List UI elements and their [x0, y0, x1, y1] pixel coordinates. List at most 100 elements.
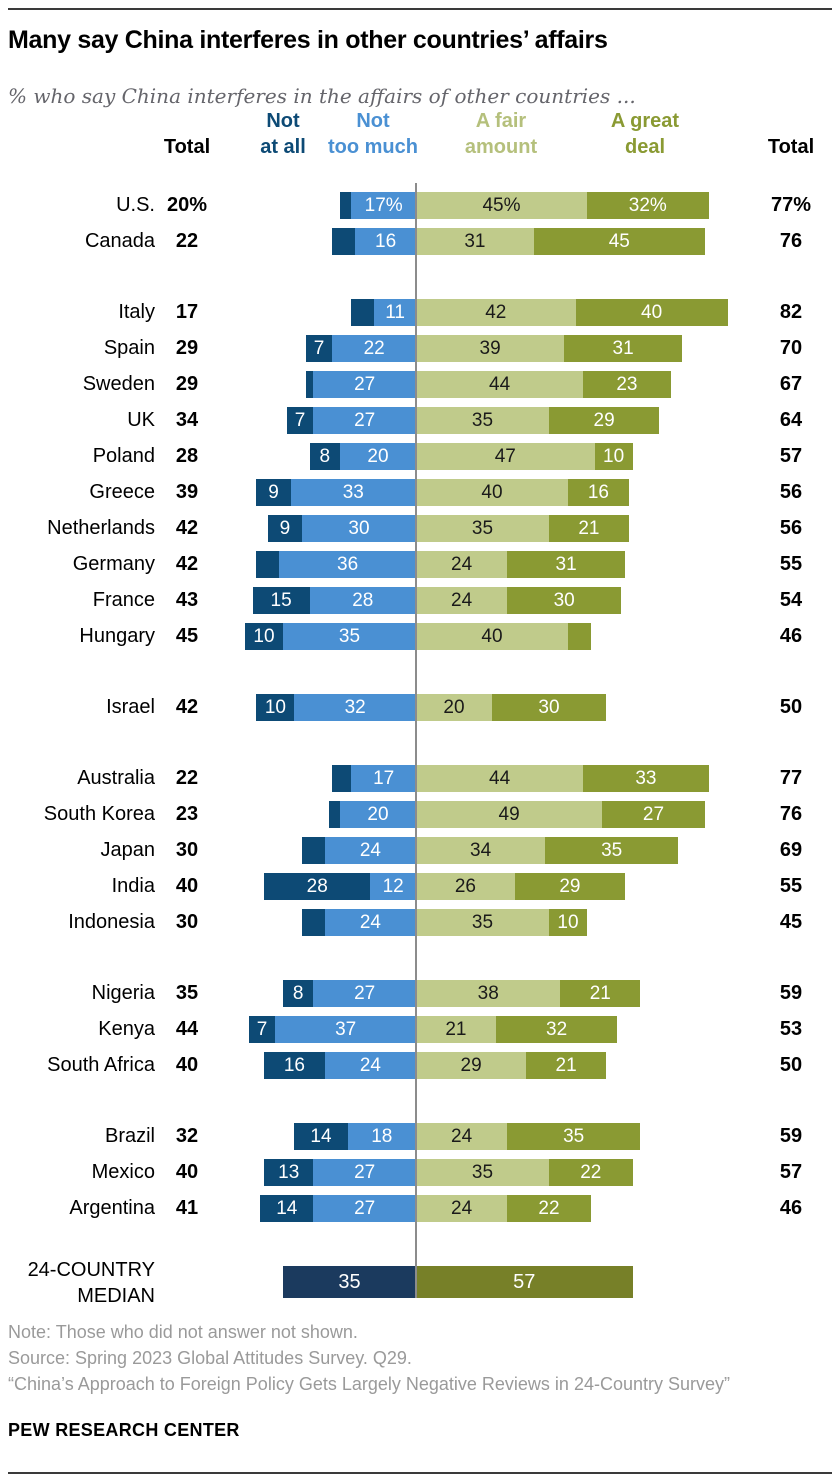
segment-not-too-much: 18 — [347, 1123, 416, 1150]
segment-a-great-deal: 31 — [507, 551, 625, 578]
right-total-hungary: 46 — [779, 625, 803, 647]
right-total-india: 55 — [779, 875, 803, 897]
brand-pew-research-center: PEW RESEARCH CENTER — [8, 1420, 240, 1440]
left-bar-south-korea: 20 — [328, 801, 416, 828]
left-total-hungary: 45 — [175, 625, 199, 647]
chart-title: Many say China interferes in other count… — [8, 26, 608, 54]
country-label-netherlands: Netherlands — [47, 517, 155, 539]
right-total-japan: 69 — [779, 839, 803, 861]
segment-a-great-deal: 10 — [594, 443, 633, 470]
segment-not-at-all — [305, 371, 314, 398]
column-header-a-great-deal: A great deal — [610, 110, 680, 158]
left-bar-netherlands: 9 30 — [267, 515, 416, 542]
segment-a-fair-amount: 26 — [416, 873, 515, 900]
segment-a-great-deal: 21 — [526, 1052, 606, 1079]
left-bar-brazil: 14 18 — [294, 1123, 416, 1150]
segment-a-great-deal: 10 — [549, 909, 587, 936]
segment-a-great-deal: 21 — [549, 515, 629, 542]
left-total-kenya: 44 — [175, 1018, 199, 1040]
segment-a-fair-amount: 24 — [416, 1195, 508, 1222]
left-total-nigeria: 35 — [175, 982, 199, 1004]
left-bar-france: 15 28 — [252, 587, 416, 614]
country-label-spain: Spain — [103, 337, 155, 359]
segment-a-fair-amount: 40 — [416, 623, 568, 650]
country-label-indonesia: Indonesia — [68, 911, 155, 933]
right-total-canada: 76 — [779, 230, 803, 252]
segment-a-great-deal: 35 — [507, 1123, 641, 1150]
country-label-japan: Japan — [100, 839, 156, 861]
country-label-france: France — [92, 589, 155, 611]
left-bar-israel: 10 32 — [256, 694, 416, 721]
right-bar-argentina: 24 22 — [416, 1195, 591, 1222]
right-bar-nigeria: 38 21 — [416, 980, 641, 1007]
segment-a-great-deal: 32% — [587, 192, 709, 219]
segment-a-fair-amount: 47 — [416, 443, 595, 470]
country-label-india: India — [111, 875, 155, 897]
left-total-mexico: 40 — [175, 1161, 199, 1183]
segment-a-great-deal: 16 — [568, 479, 629, 506]
left-total-argentina: 41 — [175, 1197, 199, 1219]
segment-not-too-much: 17 — [351, 765, 416, 792]
country-label-canada: Canada — [84, 230, 155, 252]
segment-not-at-all: 7 — [305, 335, 333, 362]
left-bar-hungary: 10 35 — [245, 623, 416, 650]
right-total-sweden: 67 — [779, 373, 803, 395]
right-bar-france: 24 30 — [416, 587, 622, 614]
left-total-italy: 17 — [175, 301, 199, 323]
segment-not-at-all: 14 — [294, 1123, 348, 1150]
column-header-total-left: Total — [163, 136, 211, 158]
segment-a-great-deal: 29 — [514, 873, 625, 900]
right-bar-u-s-: 45% 32% — [416, 192, 709, 219]
left-bar-spain: 7 22 — [305, 335, 416, 362]
left-total-u-s-: 20% — [166, 194, 208, 216]
left-bar-japan: 24 — [302, 837, 416, 864]
segment-a-great-deal: 31 — [564, 335, 682, 362]
country-label-israel: Israel — [106, 696, 155, 718]
segment-not-at-all: 10 — [245, 623, 283, 650]
segment-a-great-deal: 30 — [492, 694, 606, 721]
right-bar-italy: 42 40 — [416, 299, 728, 326]
segment-a-great-deal: 22 — [507, 1195, 591, 1222]
segment-a-great-deal: 30 — [507, 587, 622, 614]
left-bar-greece: 9 33 — [256, 479, 416, 506]
left-total-germany: 42 — [175, 553, 199, 575]
left-total-spain: 29 — [175, 337, 199, 359]
right-bar-brazil: 24 35 — [416, 1123, 641, 1150]
right-bar-spain: 39 31 — [416, 335, 682, 362]
right-total-nigeria: 59 — [779, 982, 803, 1004]
segment-a-great-deal — [568, 623, 591, 650]
segment-not-at-all — [256, 551, 280, 578]
left-bar-india: 28 12 — [264, 873, 416, 900]
segment-not-too-much: 12 — [370, 873, 416, 900]
segment-a-fair-amount: 35 — [416, 1159, 549, 1186]
footnote-report: “China’s Approach to Foreign Policy Gets… — [8, 1374, 731, 1394]
left-bar-canada: 16 — [332, 228, 416, 255]
right-total-australia: 77 — [779, 767, 803, 789]
segment-not-too-much: 27 — [313, 1195, 416, 1222]
segment-not-too-much: 16 — [355, 228, 416, 255]
column-header-total-right: Total — [767, 136, 815, 158]
left-bar-nigeria: 8 27 — [283, 980, 416, 1007]
right-bar-germany: 24 31 — [416, 551, 625, 578]
left-total-canada: 22 — [175, 230, 199, 252]
country-label-brazil: Brazil — [104, 1125, 155, 1147]
right-bar-uk: 35 29 — [416, 407, 660, 434]
segment-a-fair-amount: 44 — [416, 371, 584, 398]
right-total-netherlands: 56 — [779, 517, 803, 539]
segment-not-at-all — [351, 299, 375, 326]
segment-not-too-much: 35 — [283, 623, 416, 650]
segment-a-fair-amount: 31 — [416, 228, 534, 255]
segment-not-too-much: 36 — [279, 551, 416, 578]
right-bar-australia: 44 33 — [416, 765, 709, 792]
segment-not-at-all: 14 — [260, 1195, 314, 1222]
right-total-france: 54 — [779, 589, 803, 611]
segment-not-at-all: 7 — [286, 407, 314, 434]
right-bar-poland: 47 10 — [416, 443, 633, 470]
segment-not-too-much: 24 — [324, 837, 416, 864]
country-label-kenya: Kenya — [98, 1018, 155, 1040]
segment-not-at-all: 8 — [309, 443, 340, 470]
left-total-india: 40 — [175, 875, 199, 897]
segment-not-too-much: 33 — [290, 479, 416, 506]
right-bar-south-africa: 29 21 — [416, 1052, 606, 1079]
segment-a-fair-amount: 49 — [416, 801, 603, 828]
